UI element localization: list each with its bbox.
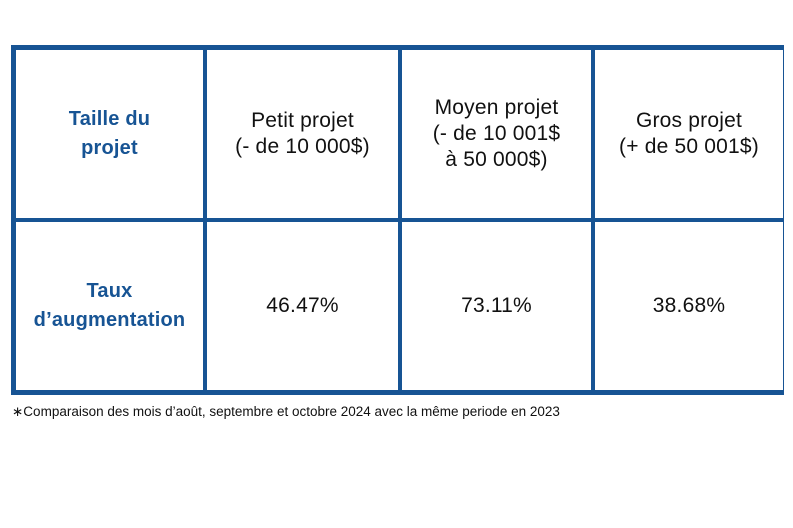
column-header-line: à 50 000$) [445,148,548,172]
footnote: ∗Comparaison des mois d’août, septembre … [12,404,560,419]
column-header-line: (+ de 50 001$) [619,135,759,158]
column-header-large-project: Gros projet (+ de 50 001$) [595,50,783,218]
column-header-line: Moyen projet [434,95,559,119]
row-header-line: Taux [86,280,133,302]
column-header-medium-project: Moyen projet (- de 10 001$ à 50 000$) [402,50,591,218]
row-header-line: Taille du [68,108,151,130]
value-small-project: 46.47% [207,222,398,390]
row-header-increase-rate: Taux d’augmentation [16,222,203,390]
column-header-small-project: Petit projet (- de 10 000$) [207,50,398,218]
column-header-line: Gros projet [635,108,743,132]
row-header-project-size: Taille du projet [16,50,203,218]
column-header-line: (- de 10 000$) [235,135,370,158]
value-medium-project: 73.11% [402,222,591,390]
row-header-line: d’augmentation [33,309,186,331]
data-table: Taille du projet Petit projet (- de 10 0… [11,45,784,395]
row-header-line: projet [81,137,138,159]
column-header-line: (- de 10 001$ [432,121,561,145]
column-header-line: Petit projet [251,108,354,132]
value-large-project: 38.68% [595,222,783,390]
